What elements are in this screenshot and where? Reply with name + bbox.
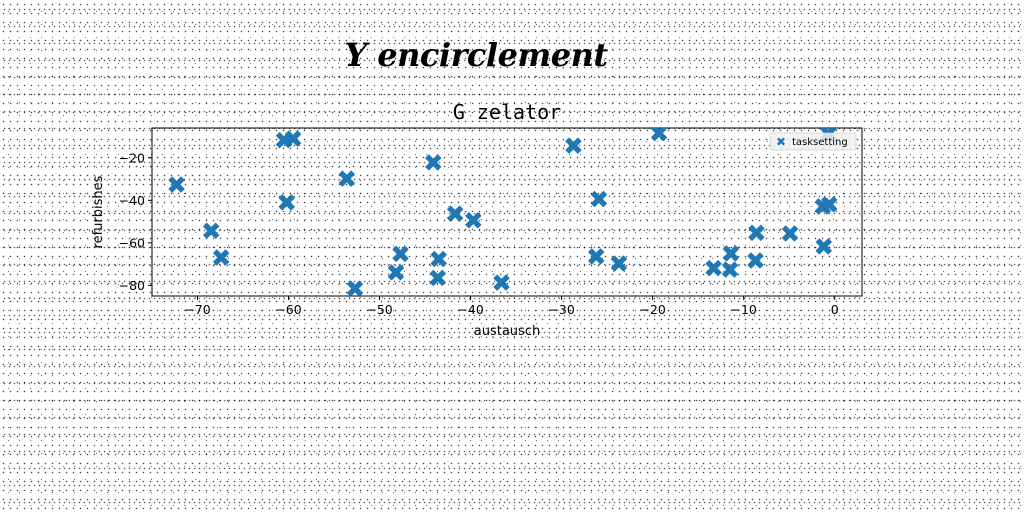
- figure-suptitle: Y encirclement: [344, 36, 608, 74]
- scatter-point: [590, 190, 608, 208]
- scatter-point: [284, 130, 302, 147]
- x-tick-label: −30: [548, 302, 574, 317]
- legend-marker-shape: [777, 137, 785, 146]
- scatter-point: [815, 238, 833, 255]
- scatter-point: [781, 225, 799, 242]
- legend-marker-icon: [777, 137, 785, 146]
- scatter-point: [650, 128, 668, 142]
- x-axis-label: austausch: [474, 324, 540, 339]
- scatter-point: [610, 255, 628, 272]
- y-tick-label: −60: [119, 235, 145, 250]
- data-points: [168, 128, 838, 296]
- legend-box: [769, 132, 857, 151]
- legend: tasksetting: [769, 132, 857, 151]
- scatter-point: [464, 211, 482, 229]
- scatter-point: [424, 154, 442, 171]
- x-tick-label: −60: [275, 302, 301, 317]
- scatter-point: [392, 245, 409, 263]
- y-axis-label: refurbishes: [91, 175, 106, 248]
- scatter-point: [168, 176, 185, 193]
- x-tick-label: −40: [457, 302, 483, 317]
- scatter-point: [430, 250, 448, 268]
- legend-entry-label: tasksetting: [792, 137, 848, 148]
- y-tick-label: −20: [119, 150, 145, 165]
- y-tick-label: −80: [119, 278, 145, 293]
- x-tick-label: 0: [831, 302, 839, 317]
- plot-area-frame: [151, 127, 863, 297]
- scatter-point: [565, 137, 582, 155]
- scatter-point: [748, 224, 765, 242]
- y-axis: −20 −40 −60 −80: [119, 150, 152, 293]
- scatter-point: [429, 269, 447, 287]
- scatter-point: [747, 252, 764, 269]
- scatter-point: [212, 249, 230, 266]
- x-tick-label: −10: [730, 302, 756, 317]
- scatter-point: [493, 274, 510, 291]
- y-tick-label: −40: [119, 193, 145, 208]
- scatter-point: [705, 259, 722, 277]
- x-tick-label: −70: [184, 302, 210, 317]
- chart-title: G zelator: [453, 100, 561, 124]
- scatter-point: [722, 245, 740, 262]
- scatter-point: [587, 248, 605, 265]
- scatter-point: [820, 195, 838, 213]
- scatter-point: [446, 205, 464, 223]
- x-tick-label: −20: [639, 302, 665, 317]
- x-tick-label: −50: [366, 302, 392, 317]
- scatter-point: [721, 261, 739, 278]
- scatter-point: [278, 194, 296, 211]
- scatter-point: [346, 280, 364, 296]
- x-axis: −70 −60 −50 −40 −30 −20 −10 0: [184, 296, 839, 317]
- scatter-point: [202, 222, 220, 240]
- scatter-point: [387, 264, 405, 281]
- scatter-point: [338, 170, 356, 187]
